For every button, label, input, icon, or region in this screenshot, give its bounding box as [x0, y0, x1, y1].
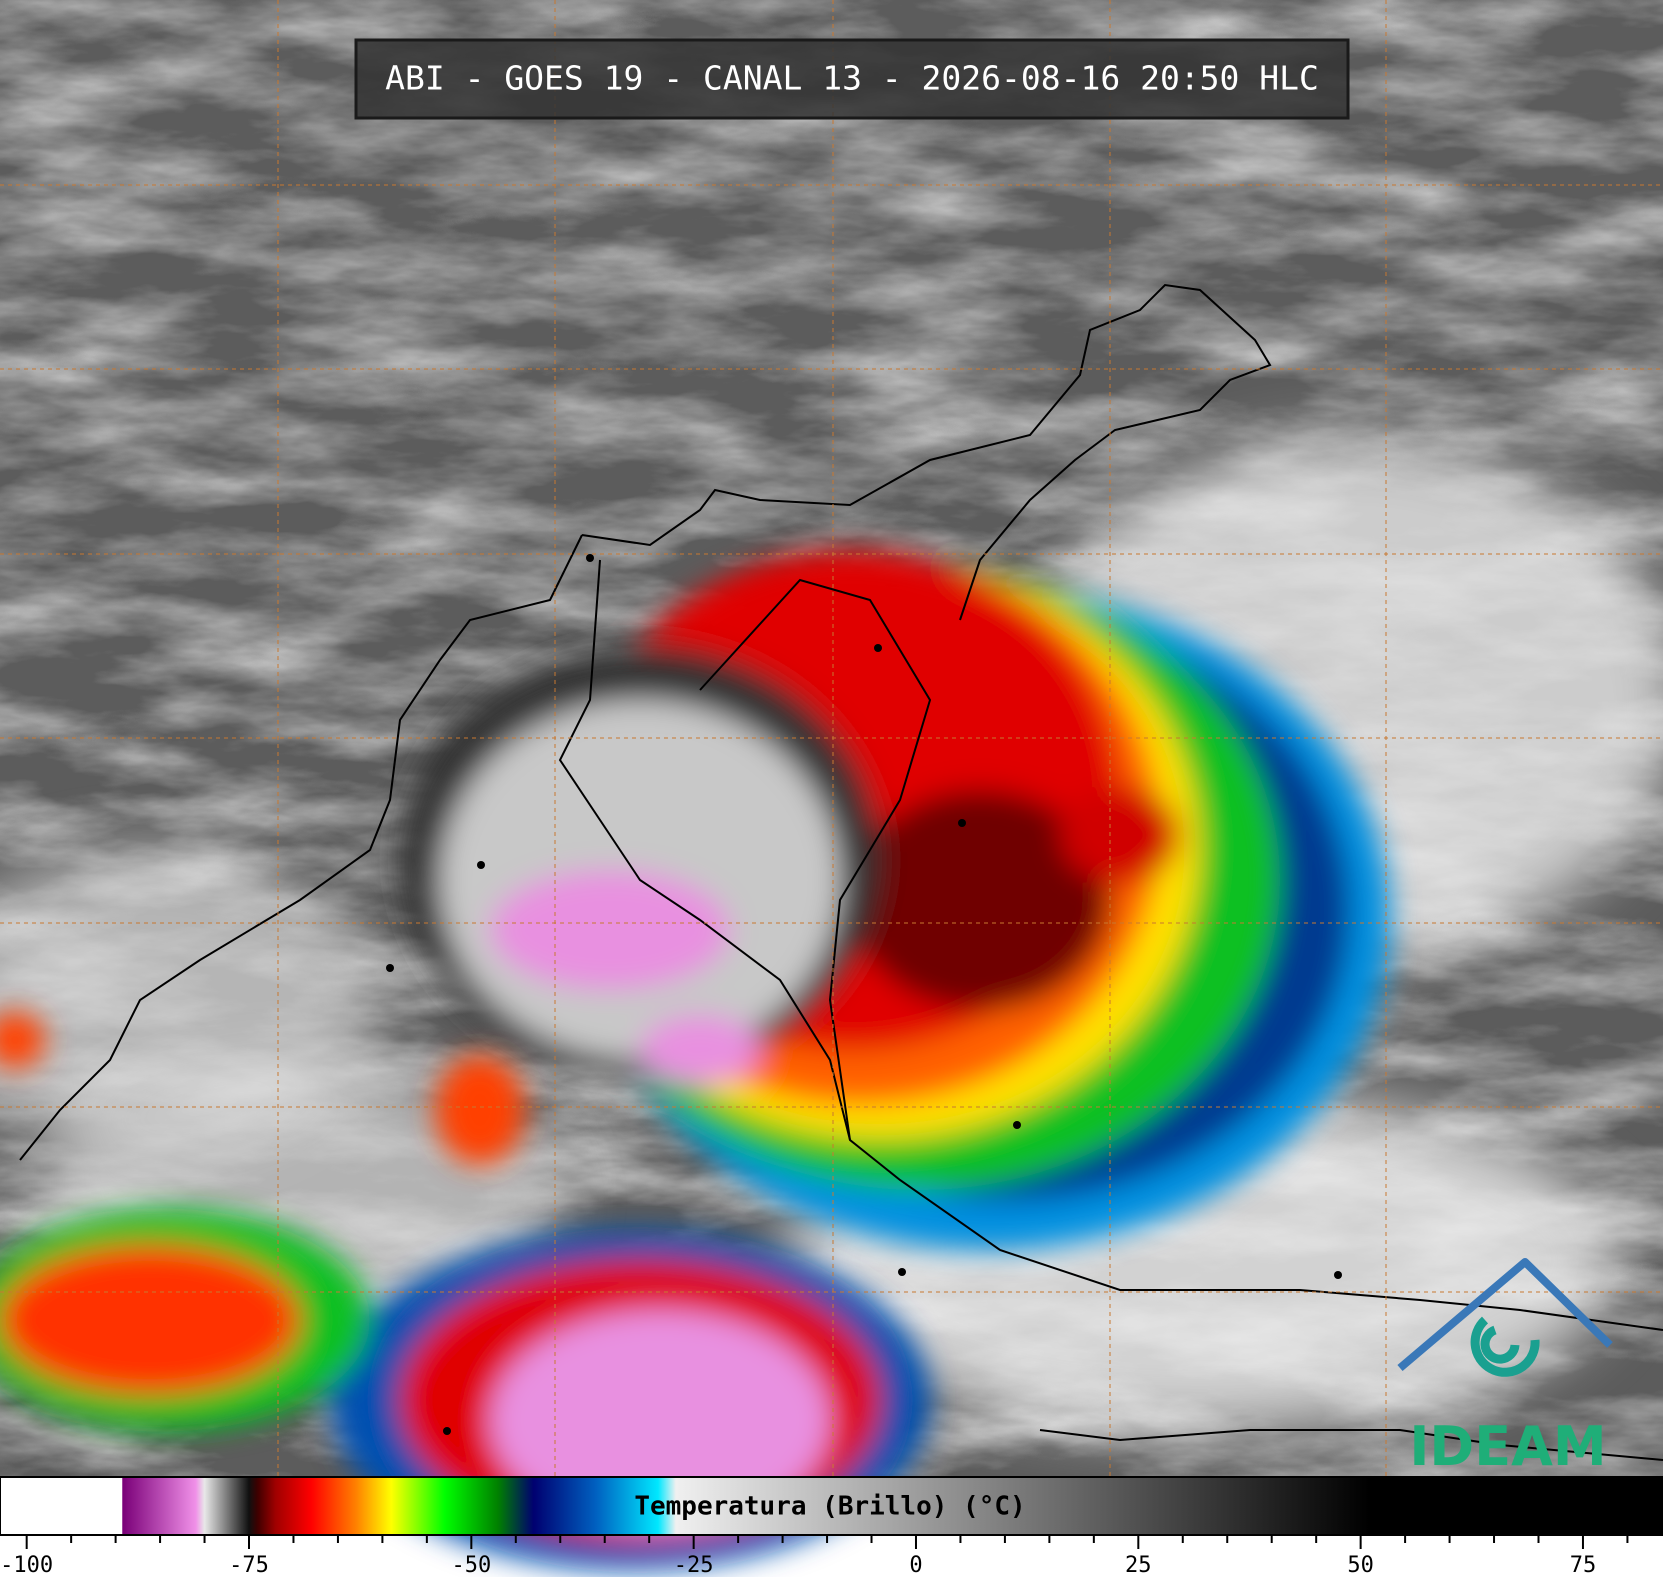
- colorbar: Temperatura (Brillo) (°C) -100 -75 -50 -25 0…: [0, 1476, 1663, 1577]
- storm-south: [0, 1012, 930, 1570]
- title: ABI - GOES 19 - CANAL 13 - 2026-08-16 20…: [385, 59, 1319, 98]
- cloud-fields: [0, 440, 1663, 1430]
- tick-label: -50: [451, 1553, 491, 1577]
- tick-label: -100: [0, 1553, 53, 1577]
- colorbar-label: Temperatura (Brillo) (°C): [634, 1492, 1025, 1522]
- tick-label: -75: [229, 1553, 269, 1577]
- tick-label: 25: [1125, 1553, 1152, 1577]
- tick-label: 75: [1570, 1553, 1597, 1577]
- logo: IDEAM: [1397, 1258, 1613, 1478]
- tick-label: 50: [1347, 1553, 1374, 1577]
- storm-main: [400, 550, 1390, 1250]
- city-markers: [386, 554, 1342, 1435]
- coastlines: [19, 283, 1663, 1461]
- logo-text: IDEAM: [1409, 1415, 1606, 1478]
- tick-label: -25: [674, 1553, 714, 1577]
- colorbar-scale: [0, 1476, 1663, 1536]
- title-box: ABI - GOES 19 - CANAL 13 - 2026-08-16 20…: [354, 38, 1350, 120]
- tick-label: 0: [909, 1553, 922, 1577]
- lat-lon-grid: [0, 0, 1663, 1476]
